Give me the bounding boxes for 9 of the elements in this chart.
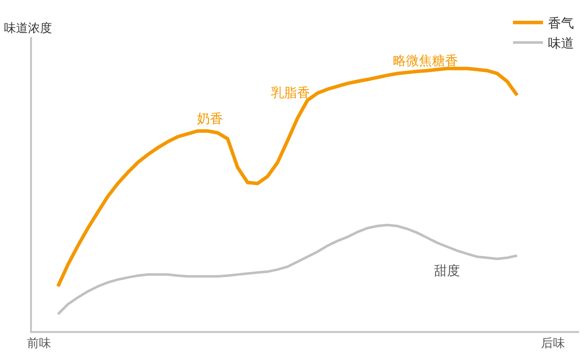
text: 前味 (27, 336, 51, 350)
text: 后味 (541, 336, 565, 350)
annotation: 甜度 (434, 263, 460, 279)
y-axis-title: 味道浓度 (4, 21, 52, 35)
annotation: 奶香 (197, 112, 223, 127)
legend-label: 香气 (548, 16, 574, 32)
legend-label: 味道 (548, 36, 574, 52)
annotation: 乳脂香 (271, 86, 310, 101)
annotation: 略微焦糖香 (393, 54, 458, 69)
